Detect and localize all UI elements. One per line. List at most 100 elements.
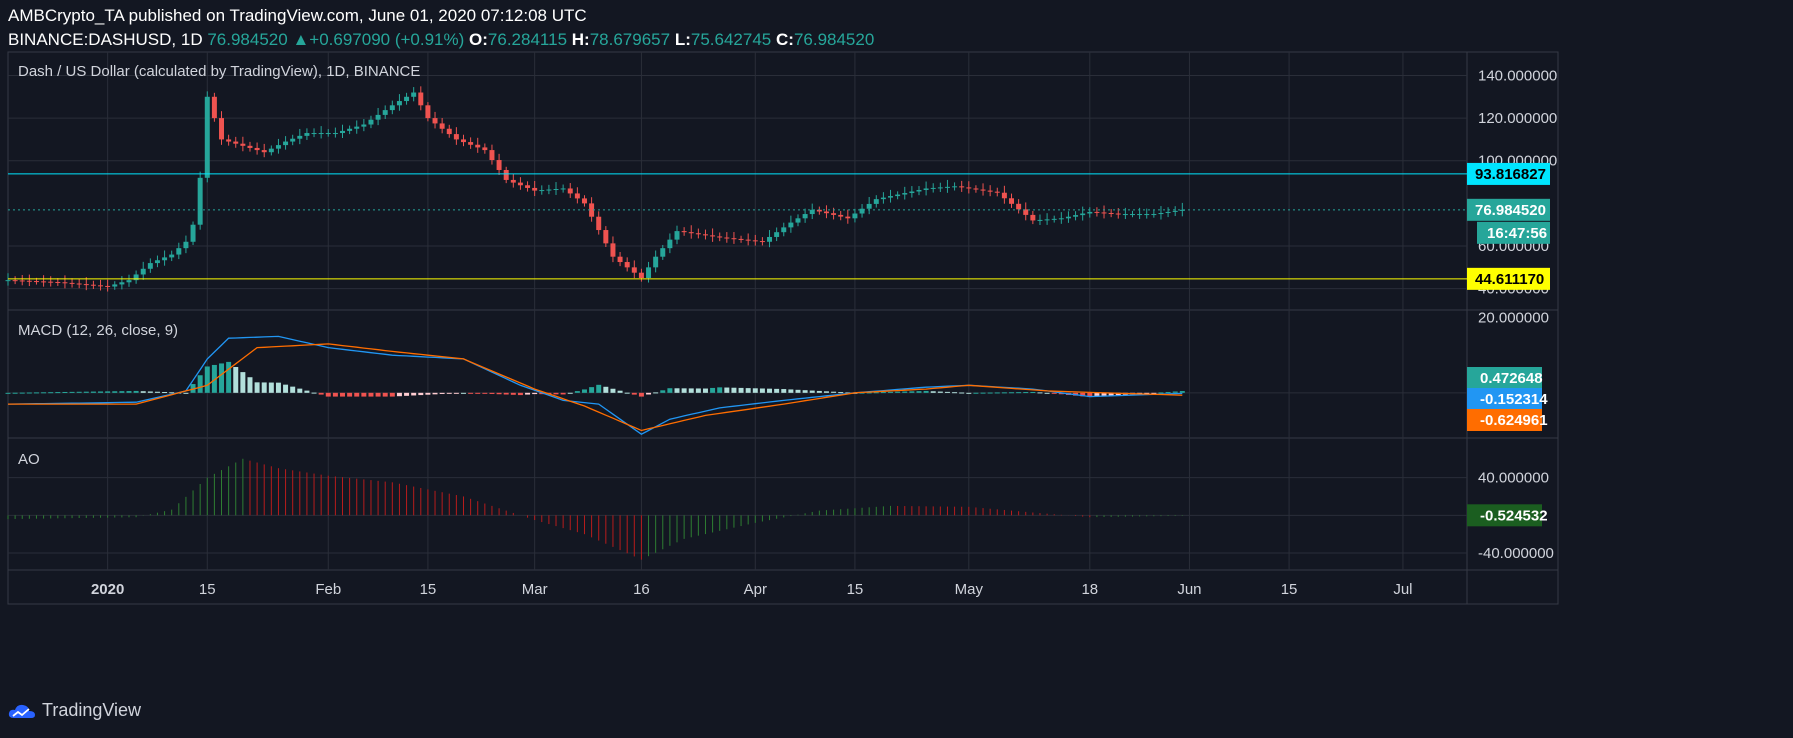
candle-body [1130, 214, 1135, 216]
candle-body [517, 182, 523, 186]
macd-histogram-bar [774, 388, 780, 393]
ao-tick-label: -40.000000 [1478, 545, 1554, 562]
candle-body [966, 187, 972, 189]
candle-body [325, 133, 331, 135]
candle-body [788, 222, 794, 228]
candle-body [745, 239, 751, 241]
macd-histogram-bar [69, 391, 75, 393]
macd-histogram-bar [1179, 391, 1185, 393]
symbol-label[interactable]: BINANCE:DASHUSD, 1D [8, 30, 203, 49]
candle-body [1016, 203, 1022, 210]
ao-pane-title: AO [18, 451, 40, 468]
price-tag-label: 76.984520 [1475, 202, 1546, 219]
macd-histogram-bar [154, 391, 160, 393]
macd-histogram-bar [55, 392, 61, 394]
candle-body [1115, 213, 1121, 215]
candle-body [133, 274, 139, 281]
candle-body [211, 96, 217, 119]
x-tick-label: 15 [199, 581, 216, 598]
macd-histogram-bar [162, 392, 168, 394]
macd-histogram-bar [147, 391, 153, 393]
macd-histogram-bar [226, 361, 232, 393]
candle-body [674, 231, 680, 240]
macd-histogram-bar [895, 391, 901, 393]
macd-histogram-bar [112, 391, 118, 393]
candle-body [959, 186, 965, 188]
candle-body [1151, 214, 1157, 216]
candle-body [418, 92, 424, 106]
price-tag-label: 44.611170 [1475, 271, 1544, 288]
x-tick-label: 2020 [91, 581, 124, 598]
macd-histogram-bar [859, 392, 865, 394]
candle-body [290, 138, 296, 142]
macd-histogram-bar [197, 375, 203, 393]
change-value: +0.697090 (+0.91%) [309, 30, 465, 49]
high-value: 78.679657 [589, 30, 671, 49]
candle-body [1001, 192, 1007, 199]
macd-histogram-bar [1101, 392, 1107, 397]
macd-histogram-bar [873, 392, 879, 394]
macd-histogram-bar [688, 388, 694, 393]
candle-body [952, 186, 958, 188]
candle-body [1065, 216, 1071, 219]
candle-body [105, 285, 111, 287]
macd-histogram-bar [133, 390, 139, 393]
macd-histogram-bar [503, 392, 509, 395]
macd-histogram-bar [311, 392, 317, 394]
macd-histogram-bar [795, 389, 801, 393]
candle-body [717, 236, 723, 238]
macd-histogram-bar [418, 392, 424, 396]
candle-body [425, 105, 431, 119]
macd-histogram-bar [994, 392, 1000, 394]
macd-histogram-bar [510, 392, 516, 395]
macd-histogram-bar [966, 392, 972, 394]
signal-line [8, 343, 1183, 432]
candle-body [845, 216, 851, 219]
macd-histogram-bar [937, 391, 943, 393]
macd-histogram-bar [439, 392, 445, 394]
high-label: H: [571, 30, 590, 49]
macd-histogram-bar [468, 392, 474, 394]
macd-histogram-bar [425, 392, 431, 395]
change-arrow-icon: ▲ [292, 30, 310, 49]
candle-body [76, 283, 82, 285]
candle-body [147, 263, 153, 269]
macd-histogram-bar [268, 382, 274, 393]
macd-histogram-bar [731, 387, 737, 393]
candle-body [482, 147, 488, 151]
candle-body [567, 188, 573, 194]
macd-histogram-bar [453, 392, 459, 394]
macd-histogram-bar [283, 384, 289, 393]
candle-body [539, 190, 545, 192]
macd-histogram-bar [396, 392, 402, 397]
price-tag [1467, 198, 1550, 221]
macd-histogram-bar [361, 392, 367, 397]
macd-histogram-bar [681, 388, 687, 393]
macd-histogram-bar [62, 391, 68, 393]
macd-value-tag [1467, 388, 1542, 410]
candle-body [617, 256, 623, 263]
candle-body [560, 188, 566, 190]
macd-histogram-bar [1058, 392, 1064, 395]
candle-body [767, 236, 773, 242]
candle-body [297, 135, 303, 139]
macd-histogram-bar [382, 392, 388, 397]
macd-histogram-bar [140, 391, 146, 393]
macd-histogram-bar [432, 392, 438, 395]
candle-body [468, 142, 474, 145]
macd-histogram-bar [1172, 391, 1178, 393]
tradingview-logo[interactable]: TradingView [8, 700, 141, 721]
candle-body [340, 130, 345, 134]
macd-histogram-bar [638, 392, 644, 397]
price-tag [1467, 162, 1550, 185]
macd-histogram-bar [525, 392, 531, 395]
macd-histogram-bar [567, 392, 573, 394]
candle-body [19, 280, 25, 282]
candle-body [859, 208, 865, 214]
candle-body [55, 281, 61, 283]
candle-body [240, 143, 246, 146]
macd-histogram-bar [759, 388, 765, 393]
macd-histogram-bar [404, 392, 410, 396]
macd-histogram-bar [667, 388, 673, 393]
